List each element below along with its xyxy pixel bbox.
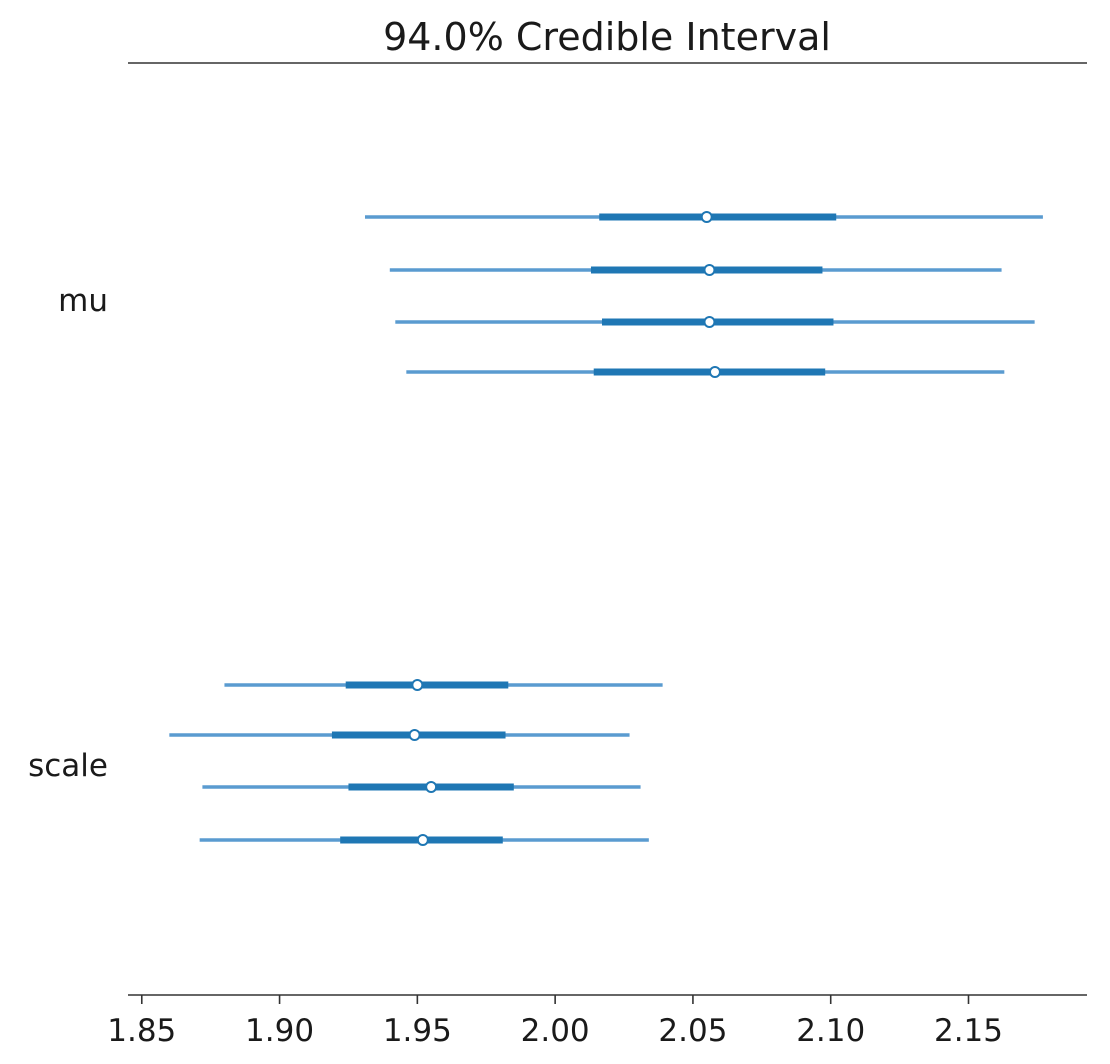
median-point [411, 679, 424, 691]
interval-scale-chain-2 [202, 781, 641, 793]
median-point [408, 729, 421, 741]
median-point [416, 834, 429, 846]
x-tick-label: 2.05 [658, 1013, 727, 1049]
y-label-scale: scale [28, 748, 108, 784]
median-point [425, 781, 438, 793]
x-tick-label: 1.95 [383, 1013, 452, 1049]
interval-scale-chain-1 [169, 729, 630, 741]
median-point [700, 211, 713, 223]
x-tick-label: 1.90 [245, 1013, 314, 1049]
x-tick-label: 1.85 [107, 1013, 176, 1049]
interval-scale-chain-3 [199, 834, 649, 846]
interval-mu-chain-0 [364, 211, 1043, 223]
x-ticks: 1.85 1.90 1.95 2.00 2.05 2.10 2.15 [107, 995, 1003, 1049]
interval-mu-chain-1 [389, 264, 1002, 276]
x-tick-label: 2.00 [521, 1013, 590, 1049]
interval-scale-chain-0 [224, 679, 663, 691]
x-tick-label: 2.10 [796, 1013, 865, 1049]
chart-title: 94.0% Credible Interval [383, 15, 831, 59]
median-point [703, 316, 716, 328]
median-point [708, 366, 721, 378]
intervals-layer [169, 211, 1043, 846]
median-point [703, 264, 716, 276]
y-labels: mu scale [28, 283, 108, 784]
interval-mu-chain-2 [395, 316, 1035, 328]
interval-mu-chain-3 [406, 366, 1005, 378]
x-tick-label: 2.15 [934, 1013, 1003, 1049]
y-label-mu: mu [58, 283, 108, 319]
